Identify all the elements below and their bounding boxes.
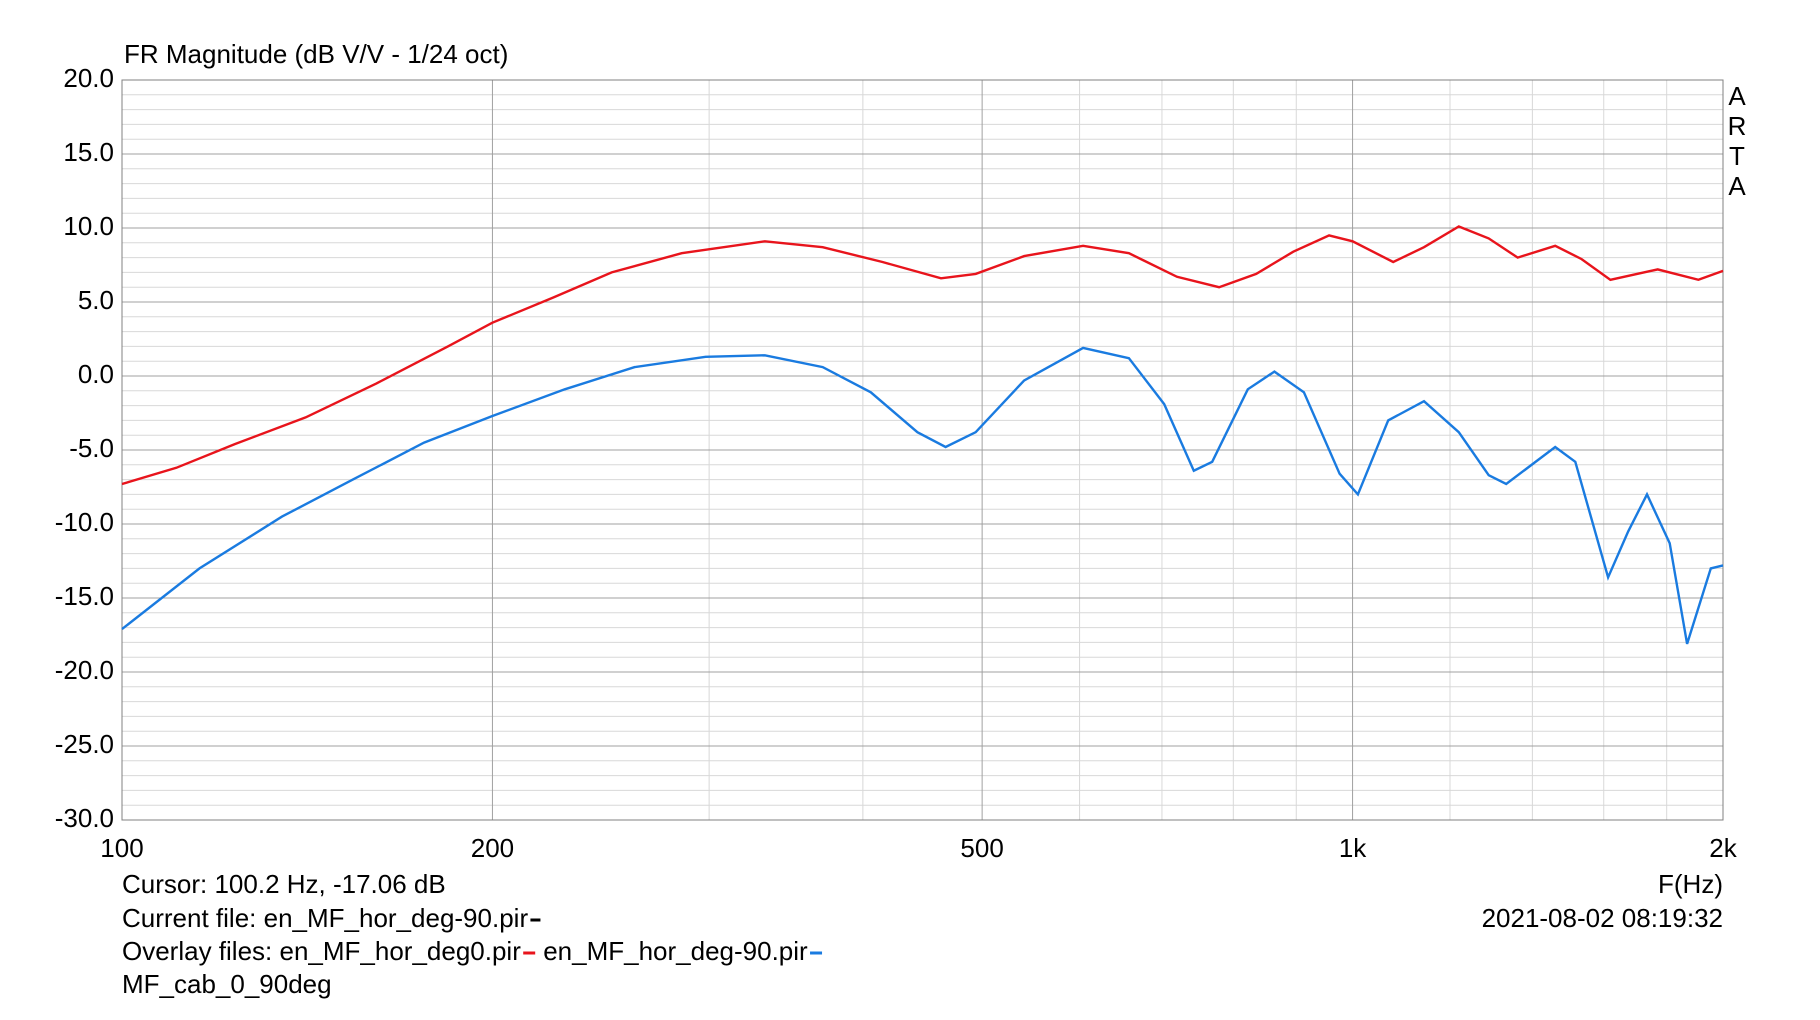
y-tick-label: -5.0 xyxy=(69,433,114,463)
y-tick-label: 5.0 xyxy=(78,285,114,315)
plot-frame xyxy=(121,79,1724,821)
series-line xyxy=(121,346,1724,645)
x-axis-label: F(Hz) xyxy=(1658,869,1723,899)
series-line xyxy=(121,225,1724,486)
y-tick-label: 15.0 xyxy=(63,137,114,167)
side-label: R xyxy=(1728,111,1747,141)
y-tick-label: 0.0 xyxy=(78,359,114,389)
y-tick-label: -10.0 xyxy=(55,507,114,537)
legend-label: en_MF_hor_deg-90.pir xyxy=(543,936,808,966)
x-tick-label: 500 xyxy=(960,833,1003,863)
side-label: A xyxy=(1728,81,1746,111)
y-tick-label: 20.0 xyxy=(63,63,114,93)
y-tick-label: -20.0 xyxy=(55,655,114,685)
timestamp: 2021-08-02 08:19:32 xyxy=(1482,903,1723,933)
project-name: MF_cab_0_90deg xyxy=(122,969,332,999)
y-tick-label: -25.0 xyxy=(55,729,114,759)
x-tick-label: 100 xyxy=(100,833,143,863)
overlay-files: Overlay files: en_MF_hor_deg0.pir xyxy=(122,936,521,966)
x-tick-label: 2k xyxy=(1709,833,1737,863)
y-tick-label: 10.0 xyxy=(63,211,114,241)
current-file: Current file: en_MF_hor_deg-90.pir xyxy=(122,903,528,933)
x-tick-label: 1k xyxy=(1339,833,1367,863)
side-label: T xyxy=(1729,141,1745,171)
y-tick-label: -15.0 xyxy=(55,581,114,611)
cursor-readout: Cursor: 100.2 Hz, -17.06 dB xyxy=(122,869,446,899)
x-tick-label: 200 xyxy=(471,833,514,863)
side-label: A xyxy=(1728,171,1746,201)
y-tick-label: -30.0 xyxy=(55,803,114,833)
chart-title: FR Magnitude (dB V/V - 1/24 oct) xyxy=(124,39,508,69)
